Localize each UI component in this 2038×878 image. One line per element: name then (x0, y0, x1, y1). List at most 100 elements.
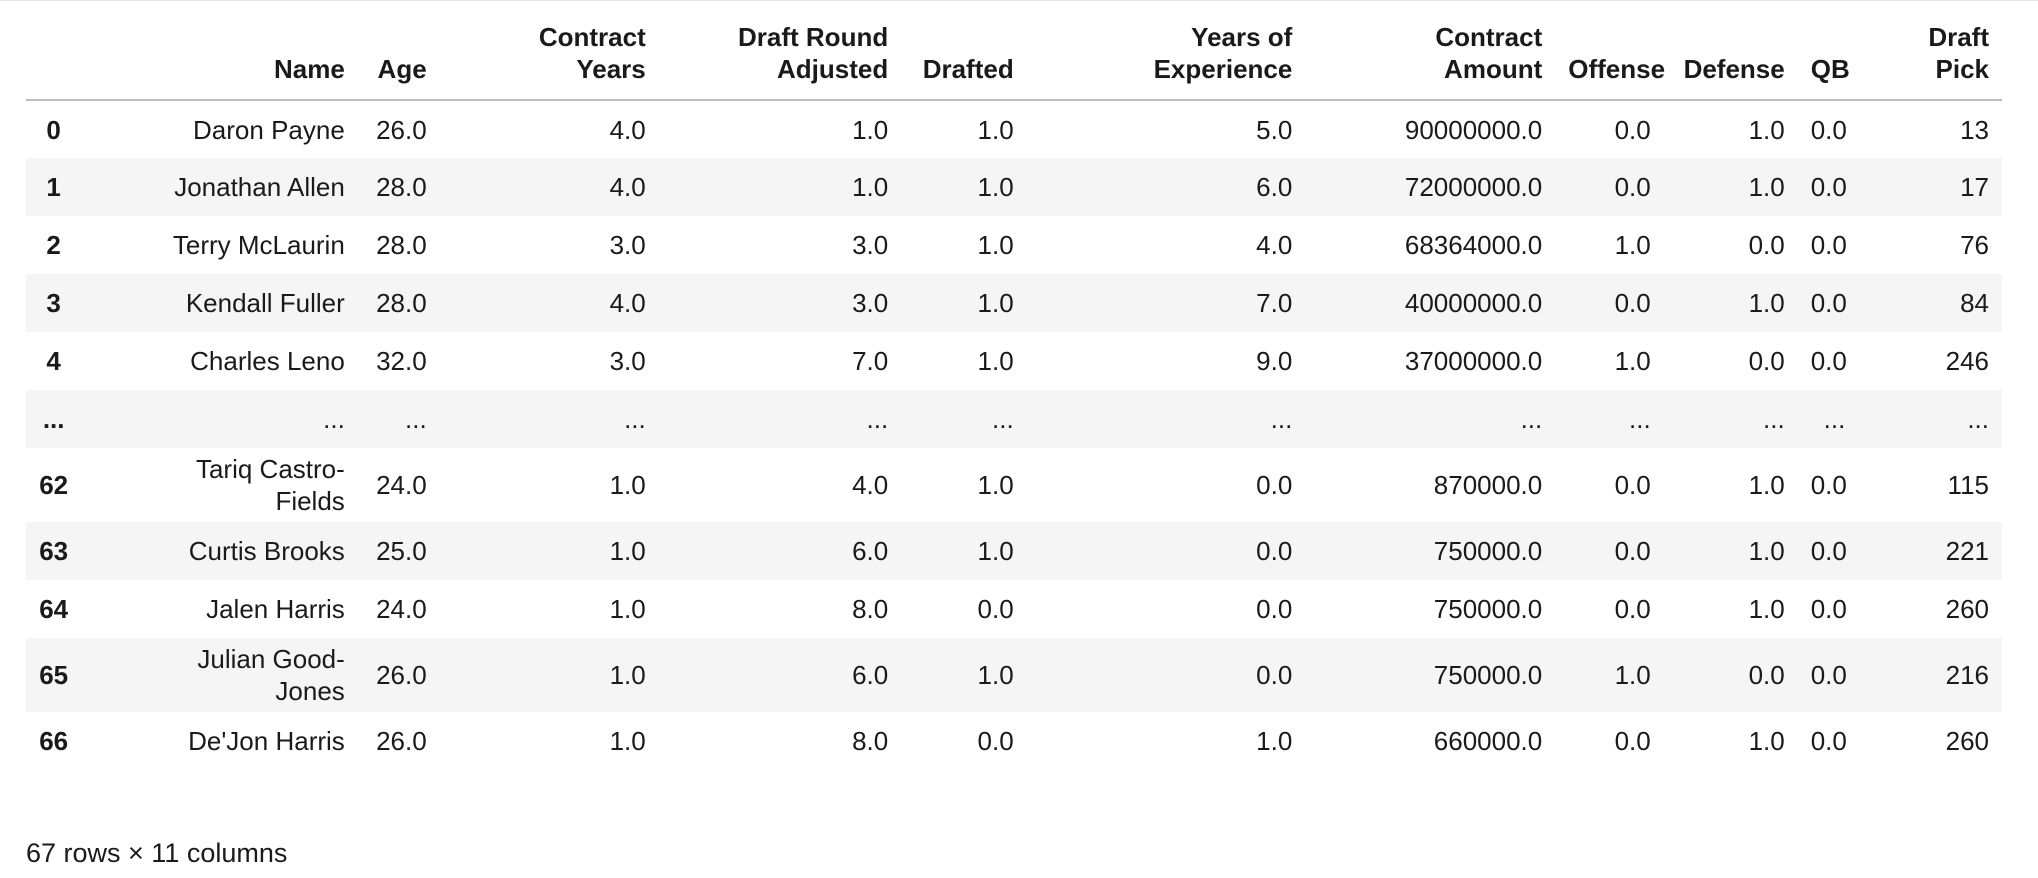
table-cell: 28.0 (376, 288, 427, 318)
row-index: 62 (39, 470, 69, 500)
table-cell: 0.0 (1748, 660, 1785, 690)
table-cell: 6.0 (852, 660, 889, 690)
column-header: QB (1797, 14, 1859, 101)
column-header: Contract Amount (1305, 14, 1556, 101)
table-cell: 750000.0 (1433, 536, 1543, 566)
table-cell: 0.0 (1810, 594, 1847, 624)
table-cell: ... (1967, 404, 1989, 434)
table-cell: 260 (1945, 594, 1989, 624)
dataframe-table: Name Age Contract Years Draft Round Adjusted D… (26, 14, 2002, 770)
table-cell: 216 (1945, 660, 1989, 690)
table-cell: 0.0 (1748, 230, 1785, 260)
table-cell: ... (1629, 404, 1651, 434)
table-cell: 24.0 (376, 470, 427, 500)
table-row: .................................... (26, 390, 2002, 448)
table-cell: 0.0 (1614, 114, 1651, 145)
table-cell: 0.0 (1614, 470, 1651, 500)
header-row: Name Age Contract Years Draft Round Adjusted D… (26, 14, 2002, 101)
table-cell: 4.0 (852, 470, 889, 500)
row-index: 65 (39, 660, 69, 690)
column-header: Contract Years (439, 14, 659, 101)
row-index: 63 (39, 536, 69, 566)
table-cell: 13 (1960, 114, 1989, 145)
table-cell: ... (1520, 404, 1543, 434)
table-cell: 1.0 (977, 346, 1014, 376)
table-row: 62 Tariq Castro- Fields 24.0 1.0 4.0 1.0 0.0 870… (26, 448, 2002, 522)
table-row: 1 Jonathan Allen 28.0 4.0 1.0 1.0 6.0 72000000.… (26, 158, 2002, 216)
table-cell: 32.0 (376, 346, 427, 376)
table-cell: 0.0 (1810, 726, 1847, 756)
table-cell: 28.0 (376, 230, 427, 260)
column-header: Years of Experience (1026, 14, 1306, 101)
column-header-line: Drafted (922, 54, 1014, 84)
table-cell: Jalen Harris (206, 594, 345, 624)
column-header-line: Adjusted (776, 54, 889, 84)
table-cell: 4.0 (1256, 230, 1293, 260)
table-row: 4 Charles Leno 32.0 3.0 7.0 1.0 9.0 37000000.0 1… (26, 332, 2002, 390)
table-cell: 4.0 (609, 172, 646, 202)
table-cell: 1.0 (852, 114, 889, 145)
table-cell: 1.0 (1748, 114, 1785, 145)
table-cell: 1.0 (1256, 726, 1293, 756)
row-index: ... (42, 404, 65, 434)
column-header: Age (357, 14, 440, 101)
table-cell: 0.0 (1256, 660, 1293, 690)
table-cell: 0.0 (1614, 536, 1651, 566)
column-header: Offense (1555, 14, 1665, 101)
table-cell: 0.0 (1256, 470, 1293, 500)
name-line: Jones (275, 676, 345, 706)
table-cell: 0.0 (1614, 172, 1651, 202)
column-header-line: Contract (1435, 22, 1543, 52)
name-line: Fields (275, 486, 345, 516)
table-cell: 0.0 (1810, 172, 1847, 202)
table-cell: 1.0 (609, 470, 646, 500)
name-line: Julian Good- (197, 644, 345, 674)
table-row: 65 Julian Good- Jones 26.0 1.0 6.0 1.0 0.0 75000… (26, 638, 2002, 712)
column-header-line: Contract (538, 22, 646, 52)
table-cell: Jonathan Allen (174, 172, 345, 202)
table-cell: 0.0 (1614, 594, 1651, 624)
table-cell: 260 (1945, 726, 1989, 756)
table-cell: 750000.0 (1433, 660, 1543, 690)
table-cell: ... (405, 404, 427, 434)
table-cell: 870000.0 (1433, 470, 1543, 500)
table-cell: 1.0 (1748, 172, 1785, 202)
table-cell: 76 (1960, 230, 1989, 260)
table-cell: 0.0 (1810, 660, 1847, 690)
table-cell: 115 (1947, 470, 1989, 500)
table-cell: 0.0 (1614, 726, 1651, 756)
table-row: 2 Terry McLaurin 28.0 3.0 3.0 1.0 4.0 68364000.… (26, 216, 2002, 274)
row-index: 1 (46, 172, 61, 202)
table-cell: 3.0 (609, 230, 646, 260)
table-cell: 0.0 (1810, 230, 1847, 260)
table-cell: 68364000.0 (1404, 230, 1543, 260)
table-cell: 5.0 (1256, 114, 1293, 145)
row-index: 3 (46, 288, 61, 318)
table-cell: 0.0 (1614, 288, 1651, 318)
table-cell: ... (992, 404, 1014, 434)
column-header: Name (81, 14, 358, 101)
table-cell: 4.0 (609, 114, 646, 145)
table-cell: 4.0 (609, 288, 646, 318)
column-header: Draft Round Adjusted (658, 14, 902, 101)
table-cell: 1.0 (977, 470, 1014, 500)
table-cell: ... (624, 404, 646, 434)
table-cell: 7.0 (852, 346, 889, 376)
table-cell: 1.0 (977, 172, 1014, 202)
table-cell: 1.0 (609, 726, 646, 756)
table-cell: Curtis Brooks (188, 536, 345, 566)
table-row: 64 Jalen Harris 24.0 1.0 8.0 0.0 0.0 750000.0 0.… (26, 580, 2002, 638)
column-header-line: Amount (1444, 54, 1543, 84)
row-index: 64 (39, 594, 69, 624)
table-cell: ... (1823, 404, 1846, 434)
table-cell: 1.0 (977, 536, 1014, 566)
table-cell: 1.0 (1748, 470, 1785, 500)
column-header-line: Draft (1928, 22, 1989, 52)
table-cell: 1.0 (1748, 288, 1785, 318)
table-cell: 24.0 (376, 594, 427, 624)
table-cell: 1.0 (977, 114, 1014, 145)
table-row: 63 Curtis Brooks 25.0 1.0 6.0 1.0 0.0 750000.0 0… (26, 522, 2002, 580)
table-cell: ... (866, 404, 889, 434)
table-cell: 0.0 (1810, 346, 1847, 376)
row-index: 66 (39, 726, 69, 756)
